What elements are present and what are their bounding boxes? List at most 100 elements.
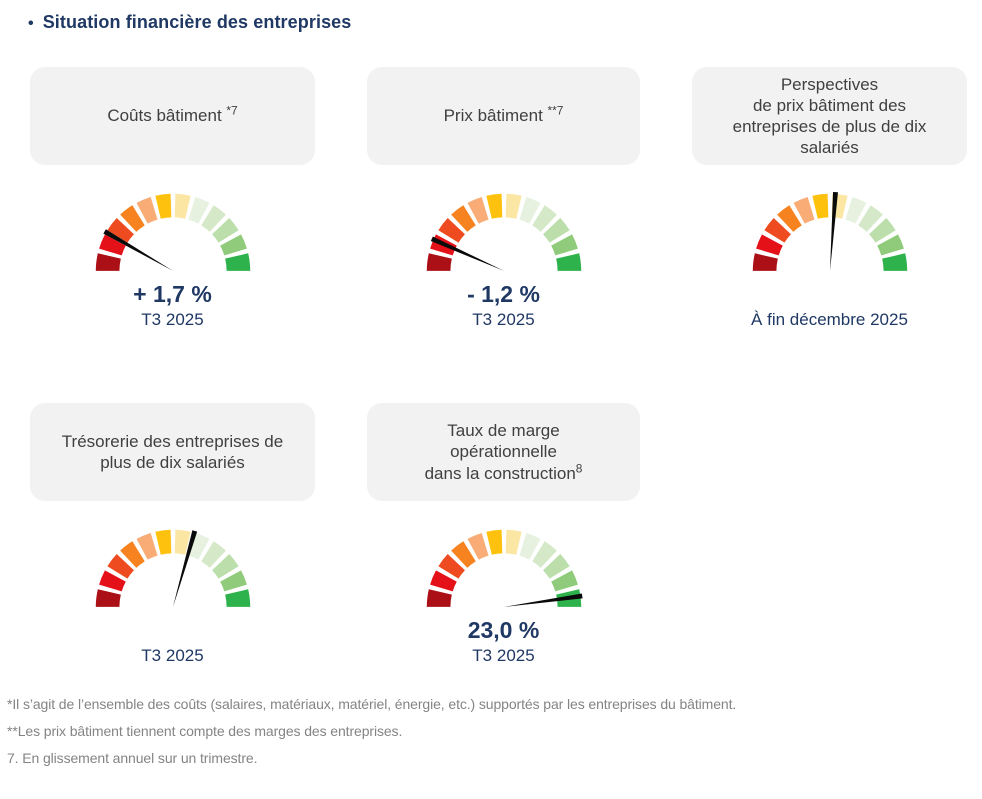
gauge-needle [430, 236, 504, 271]
gauge-segment [542, 218, 570, 243]
gauge-segment [174, 529, 191, 555]
gauge-segment [550, 570, 578, 592]
kpi-column-couts-batiment: Coûts bâtiment *7 + 1,7 % T3 2025 [30, 67, 315, 331]
gauge-segment [881, 253, 907, 271]
gauge-segment [95, 253, 121, 271]
gauge-segment [224, 589, 250, 607]
kpi-card-title-line: Coûts bâtiment *7 [107, 103, 238, 126]
footnotes: *Il s’agit de l’ensemble des coûts (sala… [7, 693, 835, 769]
gauge-segment [437, 218, 465, 243]
gauge-segment [776, 205, 802, 232]
gauge-arc [95, 529, 250, 607]
gauge-segment [211, 218, 239, 243]
gauge-segment [426, 253, 452, 271]
kpi-card-title-line: plus de dix salariés [100, 453, 245, 472]
gauge-segment [98, 234, 126, 256]
gauge-segment [555, 253, 581, 271]
kpi-card-title-line: Perspectives [780, 74, 879, 94]
gauge-segment [426, 589, 452, 607]
gauge-segment [467, 533, 489, 560]
kpi-card-title-line: Trésorerie des entreprises de [61, 431, 284, 451]
kpi-card-title-line: entreprises de plus de dix [732, 117, 927, 136]
footnote-marker: 8 [575, 460, 583, 475]
gauge-segment [542, 554, 570, 579]
gauge-segment [752, 253, 778, 271]
kpi-card-title-line: de prix bâtiment des [752, 95, 907, 115]
gauge-segment [518, 533, 540, 560]
footnote: 7. En glissement annuel sur un trimestre… [7, 750, 258, 766]
gauge-segment [876, 234, 904, 256]
gauge-segment [811, 193, 828, 219]
gauge-segment [450, 541, 476, 568]
gauge-needle [503, 593, 583, 607]
gauge-period: T3 2025 [141, 310, 204, 329]
footnote: **Les prix bâtiment tiennent compte des … [7, 723, 403, 739]
gauge-segment [119, 541, 145, 568]
gauge-segment [857, 205, 883, 232]
gauge-value: + 1,7 % [133, 281, 212, 307]
gauge-chart-prix-batiment [426, 193, 581, 271]
gauge-segment [219, 570, 247, 592]
gauge-needle [829, 191, 838, 271]
kpi-card-prix-batiment: Prix bâtiment **7 [367, 67, 640, 165]
gauge-segment [187, 197, 209, 224]
kpi-card-taux-marge-operationnelle: Taux de marge opérationnelle dans la const… [367, 403, 640, 501]
kpi-column-prix-batiment: Prix bâtiment **7 - 1,2 % T3 2025 [367, 67, 640, 331]
gauge-segment [224, 253, 250, 271]
gauge-value [692, 280, 967, 308]
gauge-segment [755, 234, 783, 256]
gauge-arc [752, 193, 907, 271]
gauge-segment [429, 570, 457, 592]
kpi-column-tresorerie: Trésorerie des entreprises de plus de dix… [30, 403, 315, 667]
kpi-card-perspectives-prix-batiment: Perspectives de prix bâtiment des entrepri… [692, 67, 967, 165]
kpi-card-title-line: opérationnelle [450, 442, 557, 462]
gauge-segment [200, 541, 226, 568]
kpi-card-title-line: Taux de marge [447, 421, 560, 441]
gauge-period: T3 2025 [472, 646, 535, 665]
gauge-value: - 1,2 % [467, 281, 540, 307]
kpi-column-taux-marge: Taux de marge opérationnelle dans la const… [367, 403, 640, 667]
gauge-segment [505, 193, 522, 219]
footnote-marker: *7 [226, 103, 238, 118]
gauge-segment [550, 234, 578, 256]
gauge-chart-perspectives-prix-batiment [752, 191, 907, 271]
footnote: *Il s’agit de l’ensemble des coûts (sala… [7, 696, 737, 712]
gauge-segment [467, 197, 489, 224]
gauge-arc [426, 529, 581, 607]
gauge-period: T3 2025 [141, 646, 204, 665]
kpi-card-tresorerie-entreprises: Trésorerie des entreprises de plus de dix… [30, 403, 315, 501]
kpi-card-title-line: salariés [800, 138, 859, 158]
gauge-segment [531, 205, 557, 232]
footnote-marker: **7 [547, 103, 564, 118]
gauge-segment [219, 234, 247, 256]
kpi-column-perspectives-prix: Perspectives de prix bâtiment des entrepri… [692, 67, 967, 331]
gauge-segment [485, 529, 502, 555]
gauges-row-1: Coûts bâtiment *7 + 1,7 % T3 2025 Prix bât… [30, 67, 982, 331]
gauge-segment [518, 197, 540, 224]
gauge-arc [426, 193, 581, 271]
gauge-segment [211, 554, 239, 579]
gauge-segment [154, 529, 171, 555]
gauge-needle [172, 530, 197, 607]
gauge-segment [106, 218, 134, 243]
gauge-segment [136, 197, 158, 224]
gauge-period: À fin décembre 2025 [751, 310, 908, 329]
gauge-segment [450, 205, 476, 232]
gauge-segment [174, 193, 191, 219]
gauges-row-2: Trésorerie des entreprises de plus de dix… [30, 403, 982, 667]
gauge-needle [102, 229, 173, 271]
gauge-segment [106, 554, 134, 579]
gauge-chart-tresorerie-entreprises [95, 529, 250, 607]
gauge-value [30, 616, 315, 644]
gauge-chart-taux-marge-operationnelle [426, 529, 583, 607]
gauge-segment [505, 529, 522, 555]
gauge-segment [763, 218, 791, 243]
gauge-chart-couts-batiment [95, 193, 250, 271]
gauge-segment [844, 197, 866, 224]
gauge-segment [437, 554, 465, 579]
kpi-card-couts-batiment: Coûts bâtiment *7 [30, 67, 315, 165]
gauge-segment [95, 589, 121, 607]
page-title: • Situation financière des entreprises [0, 0, 982, 33]
gauge-segment [136, 533, 158, 560]
gauge-value: 23,0 % [467, 617, 540, 643]
